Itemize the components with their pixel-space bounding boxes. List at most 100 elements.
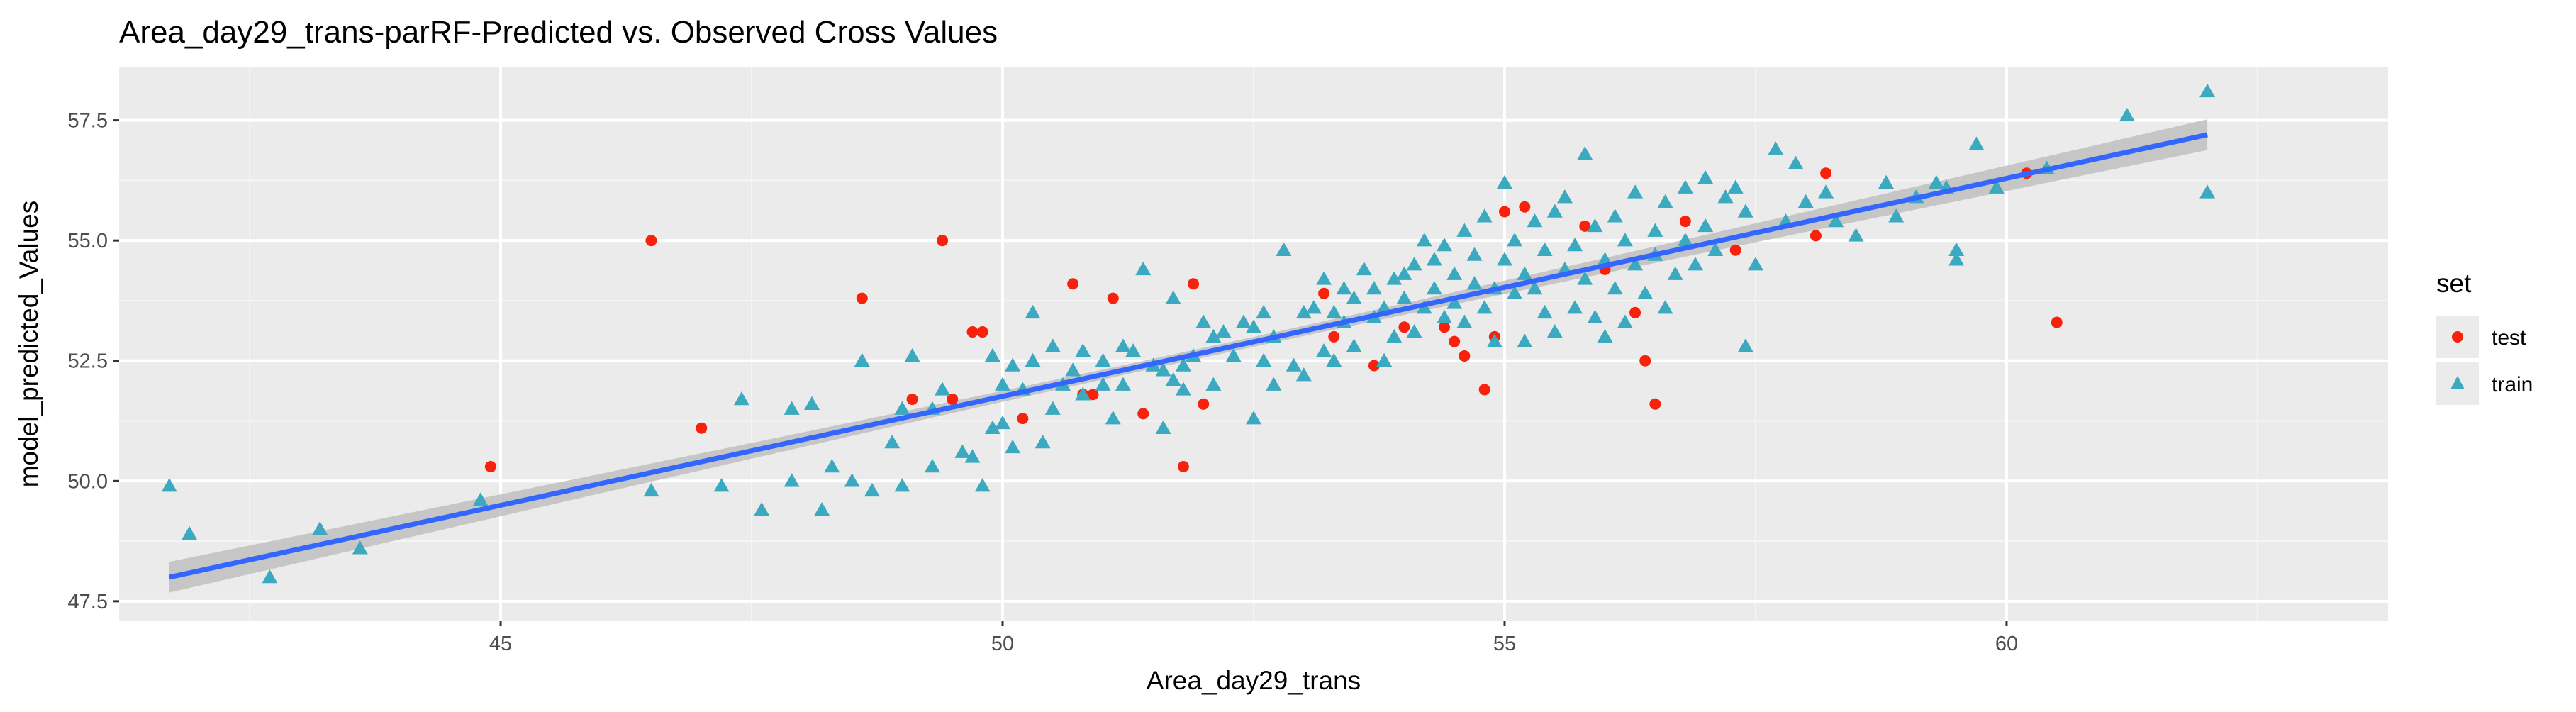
point-test: [947, 394, 959, 405]
point-train: [1848, 228, 1864, 242]
y-tick-label: 50.0: [68, 470, 108, 493]
point-train: [1707, 242, 1724, 256]
x-tick-label: 55: [1493, 633, 1516, 655]
legend-key-test: [2452, 331, 2463, 343]
data-points: [161, 83, 2216, 584]
point-train: [1446, 295, 1463, 309]
point-train: [1456, 223, 1473, 237]
point-train: [935, 382, 951, 396]
point-train: [784, 401, 800, 415]
y-tick-label: 55.0: [68, 230, 108, 252]
point-train: [2199, 83, 2216, 98]
point-train: [1396, 266, 1412, 280]
point-train: [1316, 271, 1332, 285]
regression-line-path: [169, 132, 2208, 580]
point-train: [1286, 357, 1302, 372]
point-train: [1617, 314, 1633, 328]
point-test: [696, 422, 708, 434]
point-train: [1356, 261, 1372, 276]
point-train: [1527, 281, 1543, 295]
point-train: [1697, 218, 1714, 233]
point-train: [472, 492, 489, 506]
x-axis-ticks: 45 50 55 60: [489, 621, 2018, 655]
point-train: [1737, 204, 1753, 218]
point-train: [1235, 314, 1251, 328]
point-train: [784, 473, 800, 487]
point-test: [484, 460, 496, 472]
point-train: [1165, 290, 1181, 304]
point-test: [1368, 360, 1380, 372]
point-train: [1195, 314, 1212, 328]
point-train: [1065, 362, 1081, 377]
y-axis-title: model_predicted_Values: [14, 201, 43, 488]
point-train: [1135, 261, 1152, 276]
point-train: [352, 540, 368, 555]
point-train: [1155, 420, 1171, 434]
point-train: [904, 347, 920, 362]
point-train: [1818, 184, 1834, 199]
point-train: [1005, 357, 1021, 372]
point-train: [1546, 324, 1563, 338]
point-train: [1476, 208, 1493, 223]
y-tick-label: 47.5: [68, 591, 108, 613]
point-train: [262, 569, 278, 584]
point-test: [2051, 316, 2063, 328]
point-train: [995, 415, 1011, 430]
point-train: [1215, 324, 1232, 338]
x-axis-title: Area_day29_trans: [1147, 666, 1361, 695]
point-train: [1627, 184, 1644, 199]
point-train: [1437, 309, 1453, 323]
point-train: [1888, 208, 1905, 223]
point-train: [1507, 285, 1523, 300]
point-train: [1406, 324, 1422, 338]
point-train: [1747, 257, 1763, 271]
point-train: [2199, 184, 2216, 199]
point-train: [1044, 338, 1061, 352]
point-train: [1366, 281, 1382, 295]
point-test: [1177, 460, 1189, 472]
point-train: [2119, 107, 2135, 122]
point-train: [1496, 252, 1512, 266]
point-train: [1115, 377, 1131, 391]
regression-line: [169, 132, 2208, 580]
point-train: [995, 377, 1011, 391]
point-train: [974, 478, 991, 492]
point-test: [1810, 230, 1822, 242]
point-test: [1498, 206, 1510, 218]
point-train: [1968, 136, 1985, 150]
point-test: [1398, 321, 1410, 333]
point-train: [1346, 290, 1362, 304]
point-train: [1044, 401, 1061, 415]
point-train: [733, 391, 749, 406]
point-train: [1607, 208, 1623, 223]
point-train: [643, 482, 659, 497]
point-train: [1095, 352, 1111, 367]
point-train: [1376, 352, 1393, 367]
point-train: [1326, 304, 1342, 319]
point-test: [1679, 216, 1691, 228]
point-train: [1205, 377, 1222, 391]
point-train: [1386, 271, 1403, 285]
point-test: [976, 326, 988, 338]
x-tick-label: 60: [1995, 633, 2018, 655]
point-test: [1579, 220, 1591, 232]
point-test: [1649, 398, 1661, 410]
point-train: [1246, 411, 1261, 425]
point-train: [1607, 281, 1623, 295]
point-train: [1295, 367, 1312, 382]
point-train: [182, 525, 198, 540]
point-train: [864, 482, 880, 497]
point-train: [894, 478, 910, 492]
point-test: [645, 235, 657, 247]
point-test: [1820, 167, 1832, 179]
point-test: [1198, 398, 1210, 410]
point-train: [1005, 439, 1021, 454]
point-train: [1617, 233, 1633, 247]
point-train: [803, 396, 820, 411]
point-test: [1188, 278, 1200, 290]
point-train: [1727, 179, 1744, 194]
point-train: [854, 352, 870, 367]
point-train: [1346, 338, 1362, 352]
point-train: [984, 347, 1000, 362]
